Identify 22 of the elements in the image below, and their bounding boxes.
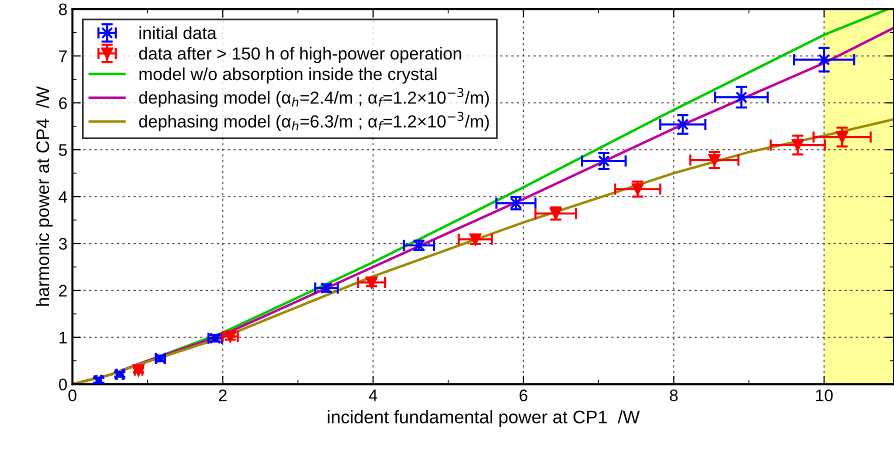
x-tick-label: 10	[816, 390, 833, 402]
y-tick-label: 8	[59, 3, 67, 16]
y-tick-label: 5	[58, 144, 67, 156]
x-tick-label: 4	[368, 390, 378, 402]
x-tick-label: 2	[218, 390, 227, 402]
y-tick-label: 3	[58, 238, 67, 250]
y-tick-label: 0	[58, 378, 67, 390]
legend-label: initial data	[140, 26, 217, 40]
legend-label: dephasing model (α$_{h}$=2.4/m ; α$_{f}$=1.2×10$^{−3}$/m)	[139, 88, 489, 108]
legend-label: dephasing model (α$_{h}$=6.3/m ; α$_{f}$=1.2×10$^{−3}$/m)	[139, 112, 489, 132]
y-tick-label: 6	[59, 97, 67, 110]
x-tick-label: 6	[520, 390, 528, 402]
y-tick-label: 2	[59, 284, 67, 296]
legend-label: data after > 150 h of high-power operation	[139, 46, 462, 64]
y-tick-label: 7	[59, 50, 67, 62]
x-tick-label: 8	[670, 390, 678, 402]
x-tick-label: 0	[68, 390, 76, 402]
y-axis-title: harmonic power at CP4 /W	[36, 86, 53, 306]
y-tick-label: 1	[60, 332, 67, 344]
y-tick-label: 4	[58, 191, 68, 203]
legend-label: model w/o absorption inside the crystal	[140, 67, 436, 84]
x-axis-title: incident fundamental power at CP1 /W	[328, 410, 640, 427]
